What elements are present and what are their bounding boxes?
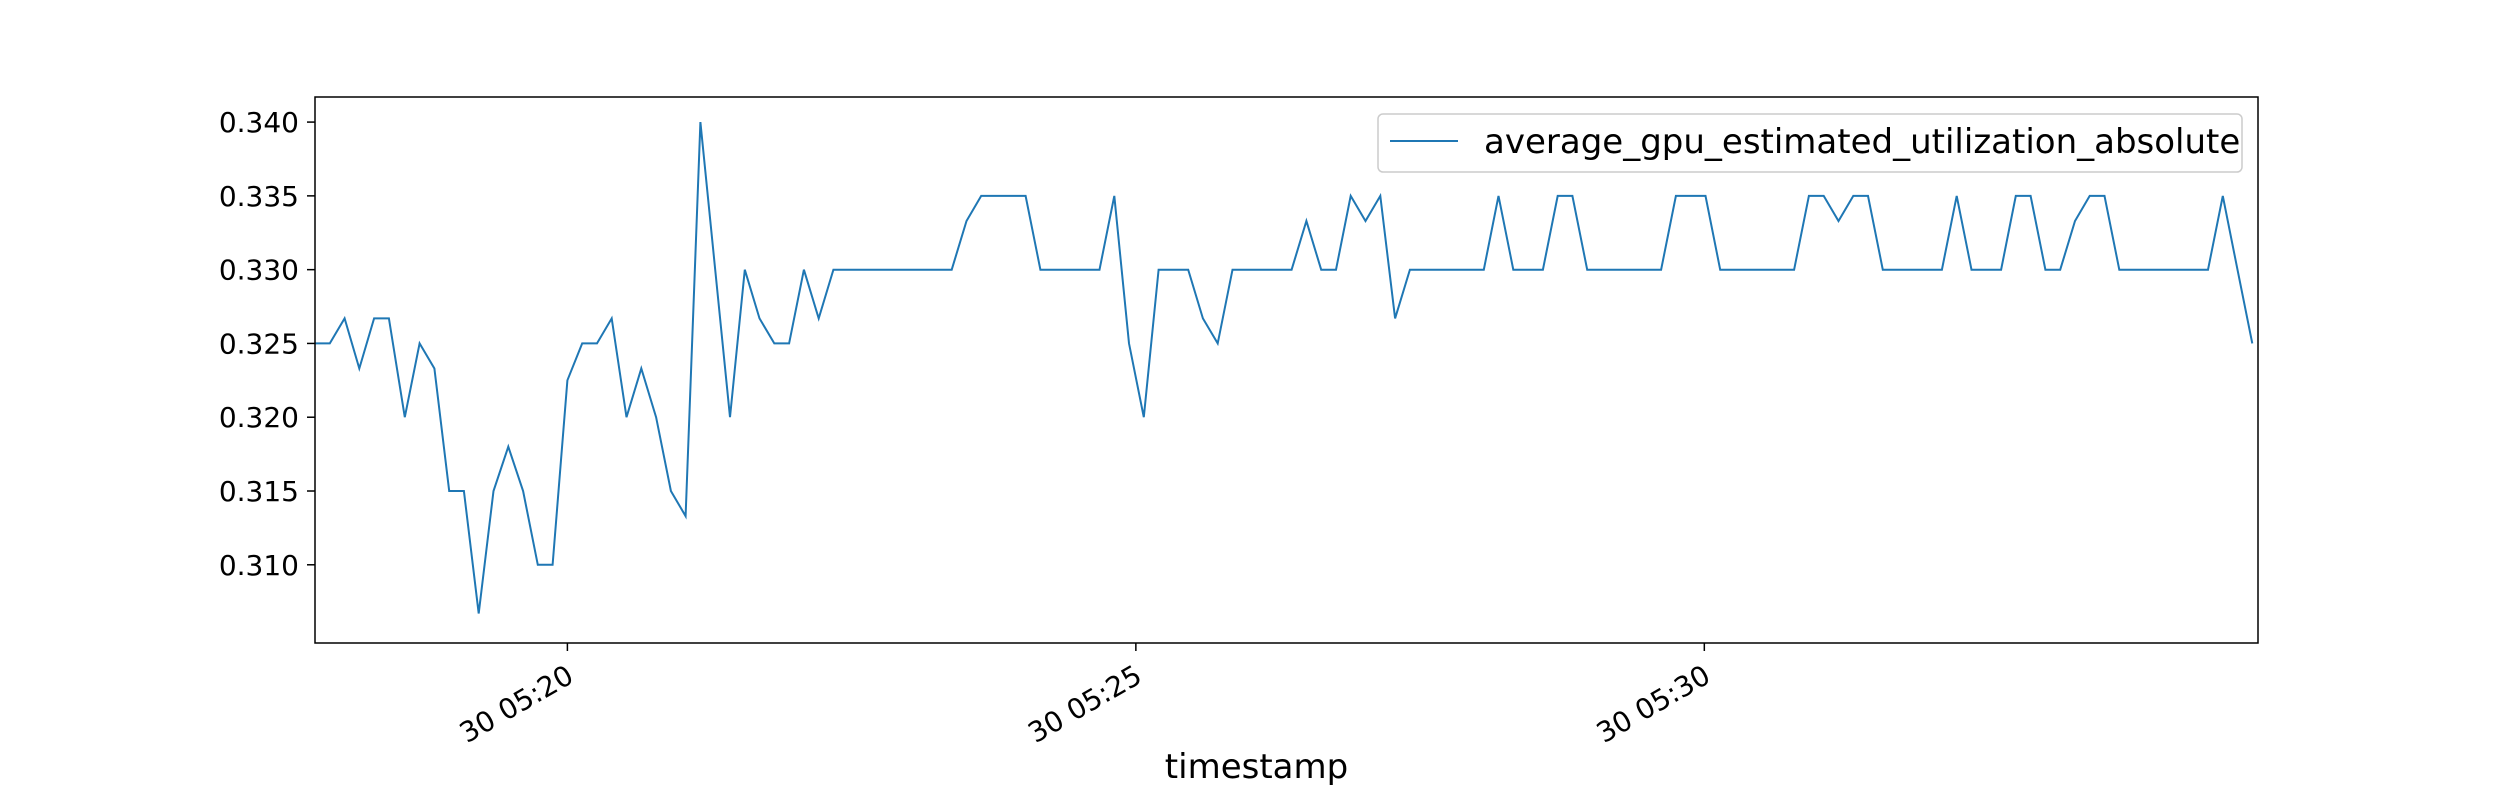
x-axis-label: timestamp	[1165, 747, 1348, 787]
plot-frame	[314, 96, 2259, 644]
x-tick-label: 30 05:30	[1591, 658, 1716, 749]
y-tick-label: 0.325	[219, 327, 299, 360]
y-tick-label: 0.315	[219, 475, 299, 508]
legend: average_gpu_estimated_utilization_absolu…	[1377, 113, 2243, 173]
y-tick-label: 0.310	[219, 549, 299, 582]
y-tick-label: 0.335	[219, 180, 299, 213]
y-axis-ticks: 0.310 0.315 0.320 0.325 0.330 0.335 0.340	[219, 106, 315, 582]
x-axis-ticks: 30 05:20 30 05:25 30 05:30	[454, 643, 1716, 750]
legend-label: average_gpu_estimated_utilization_absolu…	[1484, 122, 2240, 162]
y-tick-label: 0.340	[219, 106, 299, 139]
legend-box	[1377, 113, 2243, 173]
y-tick-label: 0.330	[219, 254, 299, 287]
x-tick-label: 30 05:25	[1022, 658, 1147, 749]
x-tick-label: 30 05:20	[454, 658, 579, 749]
y-tick-label: 0.320	[219, 401, 299, 434]
series-line	[315, 122, 2254, 614]
